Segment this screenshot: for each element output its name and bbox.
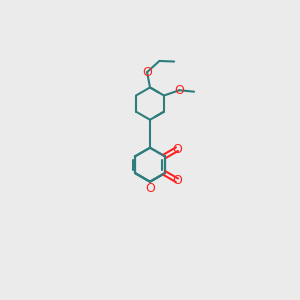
Text: O: O bbox=[174, 84, 184, 97]
Text: O: O bbox=[172, 174, 182, 187]
Text: O: O bbox=[172, 143, 182, 156]
Text: O: O bbox=[145, 182, 155, 195]
Text: O: O bbox=[142, 66, 152, 79]
